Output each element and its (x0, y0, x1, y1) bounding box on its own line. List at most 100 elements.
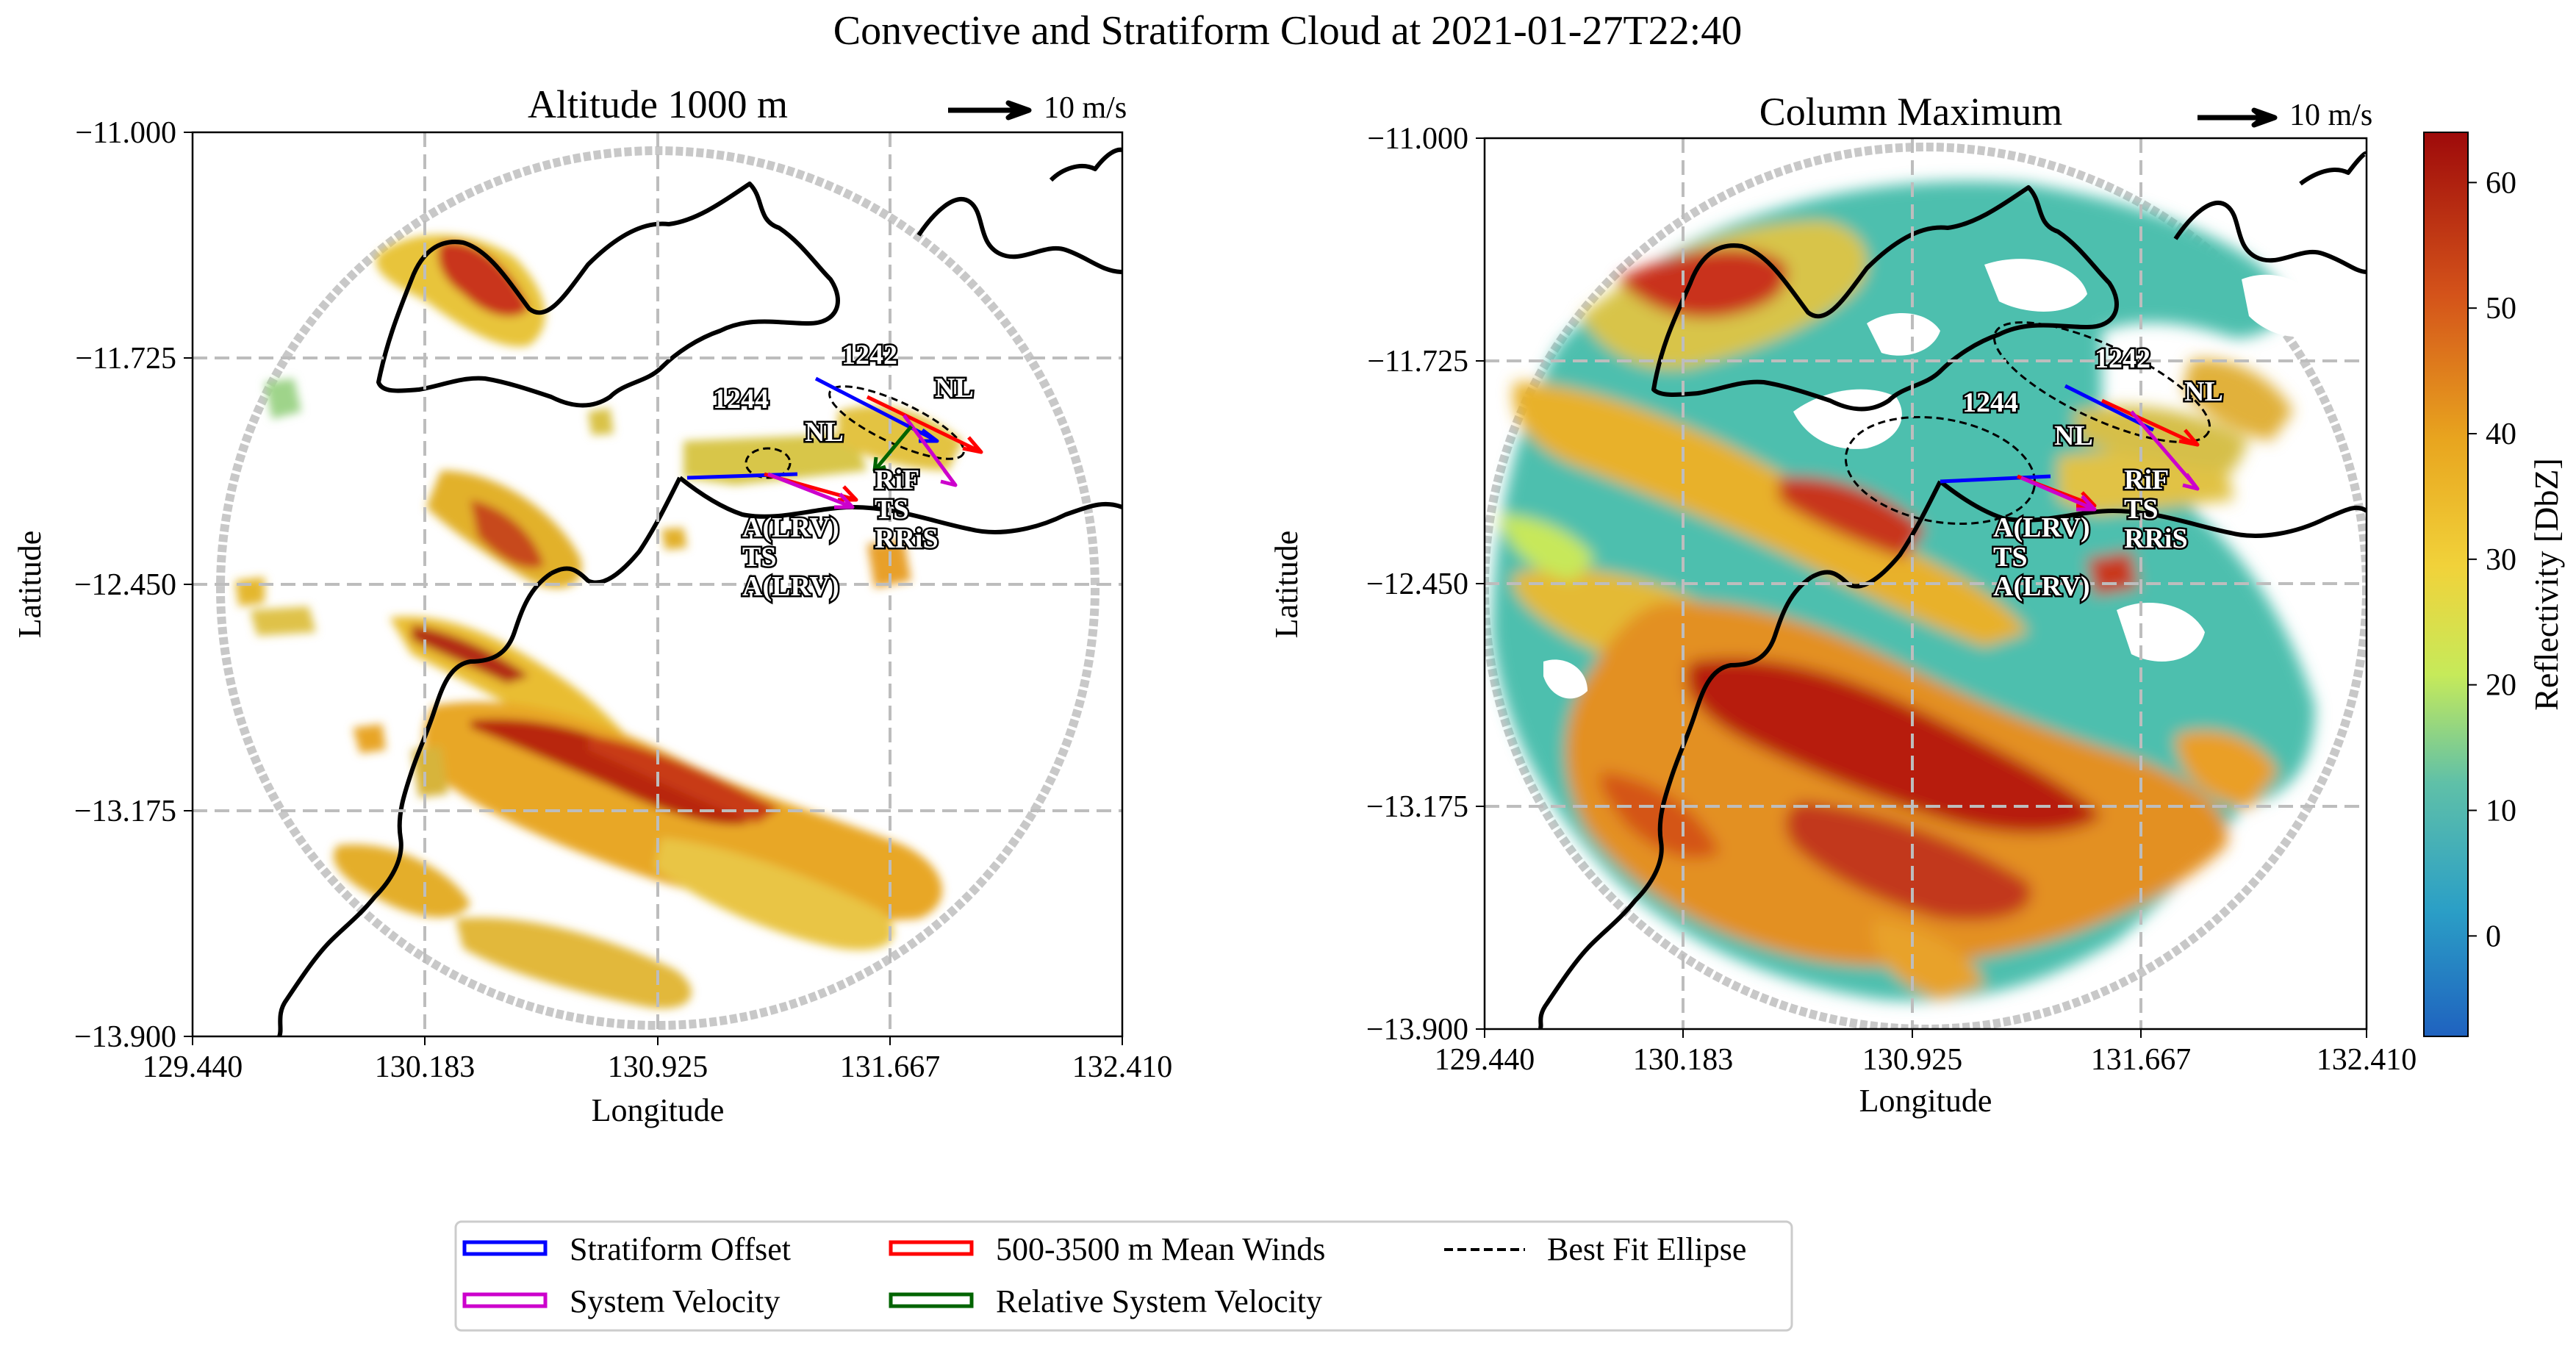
legend-swatch-stratiform-offset (462, 1240, 548, 1256)
right-xtick-3: 131.667 (2091, 1043, 2192, 1077)
right-ytick-4: −13.900 (1366, 1013, 1468, 1047)
right-grid (1485, 138, 2367, 1029)
right-ytick-1: −11.725 (1367, 345, 1468, 379)
left-scale-arrow-label: 10 m/s (1044, 91, 1127, 125)
right-label-nl-1244: NL (2054, 420, 2093, 451)
colorbar-tick-label: 50 (2486, 292, 2516, 326)
left-plot-area (216, 146, 1122, 1036)
left-ytick-2: −12.450 (74, 568, 176, 602)
left-xtick-3: 131.667 (840, 1050, 941, 1084)
left-radar-range-ring (216, 146, 1099, 1030)
right-label-alrv-2: A(LRV) (1993, 571, 2090, 602)
left-y-ticks: −11.000 −11.725 −12.450 −13.175 −13.900 (74, 116, 193, 1054)
right-y-axis-label: Latitude (1269, 531, 1305, 639)
right-ytick-2: −12.450 (1366, 567, 1468, 601)
right-ytick-3: −13.175 (1366, 790, 1468, 824)
right-label-nl-1242: NL (2184, 376, 2223, 407)
left-coastline (277, 147, 1122, 1036)
left-label-alrv-2: A(LRV) (742, 571, 839, 602)
left-label-rris: RRiS (875, 523, 939, 554)
legend-item-best-fit-ellipse: Best Fit Ellipse (1444, 1231, 1746, 1267)
panel-altitude: 1242 NL RiF TS RRiS 1244 NL A(LRV) TS A(… (12, 82, 1172, 1128)
right-label-alrv-1: A(LRV) (1993, 512, 2090, 543)
right-xtick-2: 130.925 (1862, 1043, 1963, 1077)
legend-item-stratiform-offset: Stratiform Offset (462, 1231, 791, 1267)
legend-label-mean-winds: 500-3500 m Mean Winds (996, 1231, 1325, 1267)
left-xtick-2: 130.925 (608, 1050, 708, 1084)
left-reflectivity-field (235, 234, 963, 1008)
left-ytick-1: −11.725 (75, 342, 176, 376)
left-ytick-3: −13.175 (74, 795, 176, 828)
legend: Stratiform Offset 500-3500 m Mean Winds … (454, 1220, 1793, 1332)
colorbar-tick-label: 60 (2486, 166, 2516, 200)
colorbar-tick-label: 20 (2486, 669, 2516, 703)
right-label-rris: RRiS (2124, 523, 2188, 554)
colorbar-tick-label: 10 (2486, 795, 2516, 828)
right-label-ts-1244: TS (1993, 542, 2027, 573)
colorbar-gradient (2423, 132, 2469, 1037)
left-label-alrv-1: A(LRV) (742, 512, 839, 543)
right-ellipse-1244 (1844, 415, 2037, 526)
legend-swatch-system-velocity (462, 1292, 548, 1308)
legend-label-best-fit-ellipse: Best Fit Ellipse (1547, 1231, 1746, 1267)
right-coastline (1538, 151, 2367, 1029)
left-x-axis-label: Longitude (592, 1092, 725, 1128)
legend-item-system-velocity: System Velocity (462, 1283, 780, 1319)
colorbar-ticks: 0 10 20 30 40 50 60 (2468, 166, 2516, 953)
right-system-labels: 1242 NL RiF TS RRiS 1244 NL A(LRV) TS A(… (1961, 342, 2225, 604)
left-scale-arrow: 10 m/s (948, 91, 1127, 125)
legend-swatch-relative-system-velocity (889, 1292, 974, 1308)
left-y-axis-label: Latitude (12, 531, 48, 639)
right-label-ts-1242: TS (2124, 494, 2158, 525)
legend-label-relative-system-velocity: Relative System Velocity (996, 1283, 1322, 1319)
left-label-nl-1244: NL (805, 417, 844, 448)
right-label-rif: RiF (2124, 465, 2169, 495)
right-ellipse-1242 (1992, 321, 2211, 443)
left-label-rif: RiF (875, 465, 919, 495)
left-panel-title: Altitude 1000 m (528, 82, 788, 126)
right-vectors-1242 (2064, 384, 2200, 491)
legend-item-mean-winds: 500-3500 m Mean Winds (889, 1231, 1325, 1267)
left-system-id-1244: 1244 (713, 384, 769, 415)
colorbar-tick-label: 0 (2486, 920, 2501, 953)
left-grid (193, 132, 1122, 1036)
legend-swatch-mean-winds (889, 1240, 974, 1256)
figure-title: Convective and Stratiform Cloud at 2021-… (833, 8, 1742, 54)
right-ytick-0: −11.000 (1367, 122, 1468, 156)
left-label-nl-1242: NL (935, 373, 974, 404)
right-scale-arrow-label: 10 m/s (2289, 98, 2372, 132)
right-xtick-0: 129.440 (1435, 1043, 1535, 1077)
colorbar-tick-label: 40 (2486, 418, 2516, 451)
legend-label-system-velocity: System Velocity (570, 1283, 780, 1319)
left-ellipse-1242 (828, 385, 965, 460)
left-label-ts-1244: TS (742, 542, 776, 573)
left-x-ticks: 129.440 130.183 130.925 131.667 132.410 (143, 1036, 1173, 1084)
left-xtick-4: 132.410 (1072, 1050, 1173, 1084)
left-ytick-4: −13.900 (74, 1020, 176, 1054)
right-scale-arrow: 10 m/s (2198, 98, 2372, 132)
left-vectors-1242 (814, 376, 983, 487)
right-system-id-1242: 1242 (2095, 343, 2150, 374)
left-xtick-0: 129.440 (143, 1050, 243, 1084)
left-xtick-1: 130.183 (375, 1050, 476, 1084)
right-blank-gaps (1543, 259, 2330, 699)
colorbar-label: Reflectivity [DbZ] (2527, 458, 2565, 711)
right-xtick-1: 130.183 (1633, 1043, 1734, 1077)
left-system-id-1242: 1242 (842, 340, 897, 370)
right-x-ticks: 129.440 130.183 130.925 131.667 132.410 (1435, 1029, 2417, 1077)
left-system-labels: 1242 NL RiF TS RRiS 1244 NL A(LRV) TS A(… (711, 338, 976, 604)
left-ytick-0: −11.000 (75, 116, 176, 150)
colorbar-tick-label: 30 (2486, 543, 2516, 577)
right-y-ticks: −11.000 −11.725 −12.450 −13.175 −13.900 (1366, 122, 1485, 1047)
left-vectors-1244 (686, 472, 858, 509)
right-x-axis-label: Longitude (1859, 1083, 1992, 1119)
legend-label-stratiform-offset: Stratiform Offset (570, 1231, 791, 1267)
right-reflectivity-field (1492, 181, 2315, 1001)
colorbar: 0 10 20 30 40 50 60 Reflectivity [DbZ] (2423, 132, 2565, 1037)
left-ellipse-1244 (745, 447, 792, 479)
right-panel-title: Column Maximum (1759, 90, 2063, 134)
right-vectors-1244 (1940, 474, 2097, 512)
right-system-id-1244: 1244 (1962, 387, 2018, 418)
right-plot-area (1485, 143, 2367, 1029)
